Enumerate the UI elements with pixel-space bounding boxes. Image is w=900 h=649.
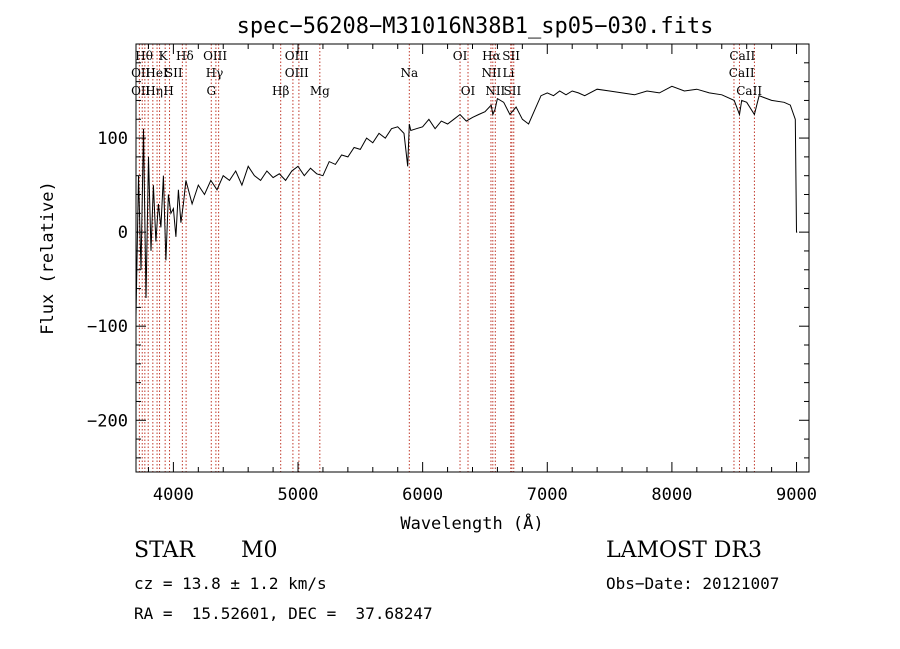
line-marker-label: OIII (285, 66, 309, 80)
x-tick-label: 7000 (527, 485, 568, 505)
line-marker-label: Hα (482, 49, 501, 63)
line-marker-label: CaII (736, 84, 762, 98)
line-marker-label: Hη (145, 84, 163, 98)
y-tick-label: 100 (97, 129, 128, 149)
line-marker-label: Hθ (135, 49, 153, 63)
y-tick-label: −100 (87, 317, 128, 337)
x-tick-label: 6000 (402, 485, 443, 505)
x-tick-label: 5000 (278, 485, 319, 505)
coordinates-readout: RA = 15.52601, DEC = 37.68247 (134, 604, 433, 623)
spectrum-series (135, 85, 798, 317)
line-marker-label: G (206, 84, 216, 98)
line-marker-label: SII (504, 84, 522, 98)
line-marker-label: Hδ (176, 49, 194, 63)
line-markers (138, 44, 755, 472)
x-axis-ticks: 4000 5000 6000 7000 8000 9000 (147, 44, 817, 505)
x-axis-label: Wavelength (Å) (400, 512, 543, 534)
object-class: STAR (134, 538, 195, 563)
line-marker-label: H (163, 84, 173, 98)
observation-date: Obs−Date: 20121007 (606, 574, 780, 593)
line-marker-label: OIII (285, 49, 309, 63)
plot-frame (135, 43, 810, 473)
chart-title: spec−56208−M31016N38B1_sp05−030.fits (237, 14, 714, 39)
line-marker-label: Mg (310, 84, 330, 98)
line-marker-label: Na (400, 66, 418, 80)
y-tick-label: −200 (87, 411, 128, 431)
line-marker-label: K (159, 49, 169, 63)
line-marker-label: Hβ (272, 84, 289, 98)
line-marker-label: SII (502, 49, 520, 63)
spectral-subclass: M0 (241, 538, 278, 563)
line-marker-label: OI (461, 84, 476, 98)
line-marker-label: OI (453, 49, 468, 63)
line-marker-label: Hγ (206, 66, 224, 80)
x-tick-label: 4000 (153, 485, 194, 505)
line-marker-label: Li (502, 66, 514, 80)
line-marker-label: CaII (729, 66, 755, 80)
line-marker-label: SII (165, 66, 183, 80)
y-tick-label: 0 (118, 223, 128, 243)
line-marker-label: NII (481, 66, 501, 80)
line-marker-label: CaII (729, 49, 755, 63)
survey-name: LAMOST DR3 (606, 538, 762, 563)
line-marker-label: NII (485, 84, 505, 98)
redshift-readout: cz = 13.8 ± 1.2 km/s (134, 574, 327, 593)
y-axis-label: Flux (relative) (38, 181, 58, 335)
y-axis-ticks: −200 −100 0 100 (87, 62, 809, 459)
spectrum-line (135, 85, 798, 317)
line-marker-label: OIII (203, 49, 227, 63)
line-marker-label: HeI (145, 66, 168, 80)
x-tick-label: 9000 (776, 485, 817, 505)
x-tick-label: 8000 (651, 485, 692, 505)
